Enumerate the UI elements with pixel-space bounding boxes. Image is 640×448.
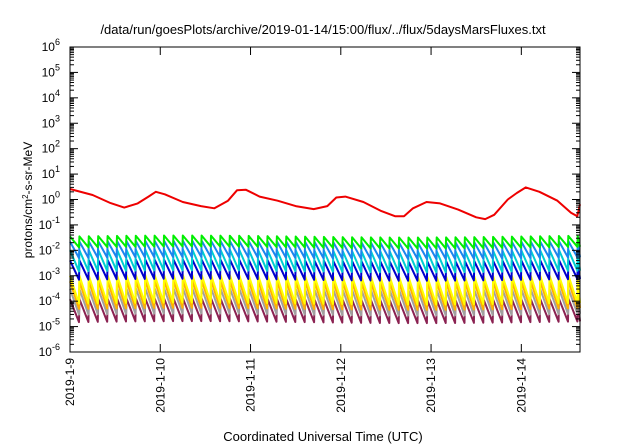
y-tick-exponent: -5 (52, 317, 60, 327)
x-tick-label: 2019-1-11 (244, 358, 258, 412)
y-tick-label: 104 (42, 88, 60, 105)
series-line (69, 287, 581, 317)
y-tick-exponent: -6 (52, 342, 60, 352)
y-tick-exponent: -3 (52, 266, 60, 276)
y-tick-base: 10 (42, 167, 56, 181)
y-axis-label-suffix: -s-sr-MeV (21, 142, 35, 195)
y-tick-exponent: 6 (55, 37, 60, 47)
x-tick-label: 2019-1-14 (514, 358, 528, 413)
y-tick-label: 106 (42, 37, 60, 54)
x-axis-label: Coordinated Universal Time (UTC) (223, 429, 422, 444)
series-line (69, 248, 581, 274)
y-axis-label: protons/cm2-s-sr-MeV (21, 142, 36, 258)
y-tick-exponent: 3 (55, 113, 60, 123)
series-line (69, 279, 581, 311)
y-tick-label: 102 (42, 139, 60, 156)
y-tick-label: 10-3 (39, 266, 60, 283)
y-tick-label: 10-2 (39, 240, 60, 257)
y-tick-exponent: 1 (55, 164, 60, 174)
series-line (69, 234, 581, 250)
series-line (69, 186, 581, 221)
y-tick-base: 10 (42, 40, 56, 54)
y-tick-exponent: -4 (52, 291, 60, 301)
y-tick-label: 103 (42, 113, 60, 130)
y-tick-base: 10 (42, 65, 56, 79)
series-layer (69, 186, 581, 325)
y-tick-label: 10-4 (39, 291, 60, 308)
y-tick-label: 101 (42, 164, 60, 181)
series-line (69, 258, 581, 282)
x-tick-label: 2019-1-13 (424, 358, 438, 413)
x-axis: 2019-1-9 2019-1-10 2019-1-11 2019-1-12 2019-… (63, 47, 528, 413)
series-line (69, 273, 581, 306)
series-line (69, 239, 581, 260)
y-tick-label: 10-5 (39, 317, 60, 334)
plot-frame (69, 46, 581, 353)
y-tick-base: 10 (39, 345, 53, 359)
series-line (69, 297, 581, 325)
y-tick-base: 10 (42, 91, 56, 105)
y-tick-exponent: 4 (55, 88, 60, 98)
y-tick-exponent: 5 (55, 62, 60, 72)
y-tick-base: 10 (39, 218, 53, 232)
x-tick-label: 2019-1-9 (63, 358, 77, 406)
x-tick-label: 2019-1-12 (334, 358, 348, 413)
y-tick-base: 10 (39, 294, 53, 308)
y-tick-base: 10 (39, 243, 53, 257)
y-tick-exponent: -2 (52, 240, 60, 250)
y-tick-base: 10 (42, 193, 56, 207)
y-tick-label: 100 (42, 190, 60, 207)
y-tick-label: 105 (42, 62, 60, 79)
y-tick-base: 10 (39, 320, 53, 334)
y-tick-base: 10 (42, 142, 56, 156)
y-tick-exponent: 0 (55, 190, 60, 200)
y-tick-label: 10-6 (39, 342, 60, 359)
y-axis-label-sup: 2 (21, 194, 30, 199)
y-tick-label: 10-1 (39, 215, 60, 232)
y-axis-label-prefix: protons/cm (21, 199, 35, 258)
y-tick-base: 10 (42, 116, 56, 130)
y-tick-base: 10 (39, 269, 53, 283)
y-tick-exponent: -1 (52, 215, 60, 225)
x-tick-label: 2019-1-10 (153, 358, 167, 413)
y-axis: 10-610-510-410-310-210-11001011021031041… (39, 37, 580, 359)
y-tick-exponent: 2 (55, 139, 60, 149)
chart-title: /data/run/goesPlots/archive/2019-01-14/1… (100, 22, 546, 37)
